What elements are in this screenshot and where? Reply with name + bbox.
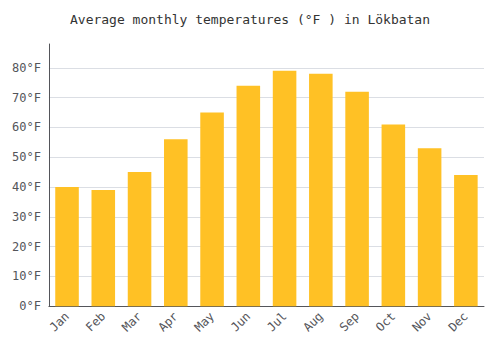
svg-text:70°F: 70°F xyxy=(12,91,41,105)
svg-text:40°F: 40°F xyxy=(12,180,41,194)
svg-text:Nov: Nov xyxy=(409,309,434,334)
svg-text:20°F: 20°F xyxy=(12,240,41,254)
svg-text:Mar: Mar xyxy=(119,309,144,334)
svg-text:Jul: Jul xyxy=(264,309,289,334)
svg-text:80°F: 80°F xyxy=(12,61,41,75)
svg-text:Apr: Apr xyxy=(156,309,181,334)
svg-text:Sep: Sep xyxy=(337,309,362,334)
svg-text:Jun: Jun xyxy=(228,309,253,334)
svg-text:50°F: 50°F xyxy=(12,150,41,164)
svg-text:Jan: Jan xyxy=(47,309,72,334)
svg-text:10°F: 10°F xyxy=(12,269,41,283)
svg-text:Dec: Dec xyxy=(446,309,471,334)
svg-text:May: May xyxy=(192,309,217,334)
svg-text:Feb: Feb xyxy=(83,309,108,334)
svg-text:30°F: 30°F xyxy=(12,210,41,224)
svg-text:60°F: 60°F xyxy=(12,120,41,134)
svg-text:Aug: Aug xyxy=(301,309,326,334)
svg-text:Oct: Oct xyxy=(373,309,398,334)
svg-text:0°F: 0°F xyxy=(19,299,41,313)
svg-text:Average monthly temperatures (: Average monthly temperatures (°F ) in Lö… xyxy=(70,12,430,27)
